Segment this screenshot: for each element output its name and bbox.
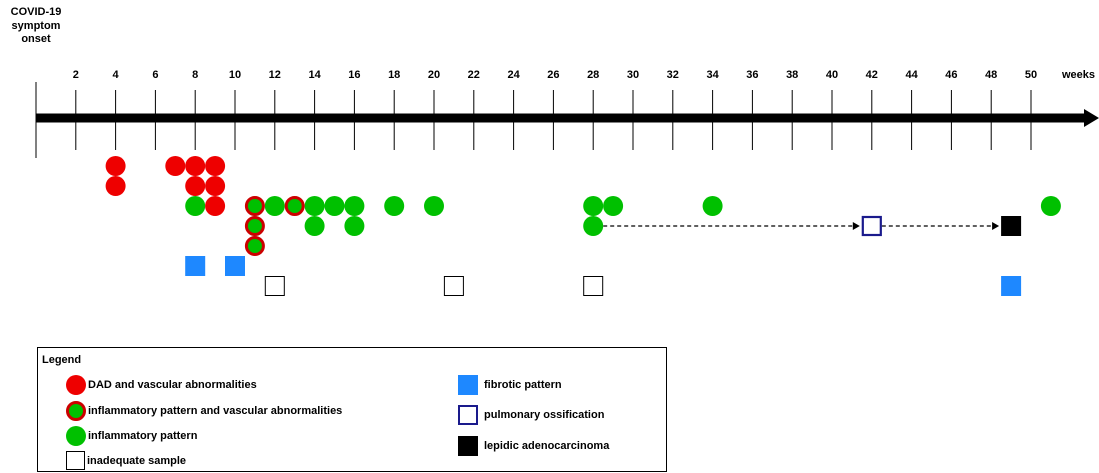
onset-label-line3: onset — [21, 33, 51, 45]
follow-up-arrows — [603, 222, 1000, 230]
case-markers — [105, 156, 1061, 296]
inflammatory-vascular-marker — [244, 236, 265, 256]
inadequate-marker — [583, 276, 604, 296]
dad-marker — [205, 176, 226, 196]
dad-marker — [185, 176, 206, 196]
red-circle-icon — [66, 375, 86, 395]
legend-title: Legend — [42, 354, 82, 366]
empty-square-icon — [66, 451, 85, 470]
timeline-arrowhead — [1084, 109, 1099, 127]
inflammatory-marker — [424, 196, 444, 216]
navy-outline-square-icon — [458, 405, 478, 425]
dad-marker — [105, 176, 126, 196]
legend-label-ossification: pulmonary ossification — [484, 409, 605, 421]
timeline-diagram: 2 4 6 8 10 12 14 16 18 20 22 24 26 28 30 32 34 36 38 40 42 44… — [35, 69, 1099, 296]
tick-label: 10 — [229, 69, 241, 81]
dad-marker — [105, 156, 126, 176]
covid-onset-label: COVID-19 symptom onset — [4, 6, 68, 47]
inflammatory-marker — [583, 216, 604, 236]
inflammatory-marker — [603, 196, 624, 216]
follow-up-arrowhead — [992, 222, 1000, 230]
ossification-marker — [861, 215, 882, 237]
adenocarcinoma-marker — [1001, 216, 1022, 236]
inflammatory-vascular-marker — [284, 196, 305, 216]
tick-label: 30 — [627, 69, 639, 81]
fibrotic-marker — [1001, 276, 1022, 296]
tick-label: 8 — [192, 69, 198, 81]
inflammatory-vascular-marker — [244, 216, 265, 236]
legend-label-dad: DAD and vascular abnormalities — [88, 379, 257, 391]
tick-label: 14 — [308, 69, 321, 81]
tick-label: 12 — [269, 69, 281, 81]
tick-label: 24 — [507, 69, 520, 81]
tick-label: 36 — [746, 69, 758, 81]
tick-label: 34 — [706, 69, 719, 81]
tick-label: 50 — [1025, 69, 1037, 81]
dad-marker — [205, 156, 226, 176]
green-circle-icon — [66, 426, 86, 446]
axis-unit-label: weeks — [1061, 69, 1095, 81]
blue-square-icon — [458, 375, 478, 395]
inflammatory-marker — [344, 196, 365, 216]
tick-label: 38 — [786, 69, 798, 81]
tick-label: 26 — [547, 69, 559, 81]
inflammatory-marker — [304, 216, 325, 236]
legend-label-adenocarcinoma: lepidic adenocarcinoma — [484, 440, 610, 452]
tick-label: 6 — [152, 69, 158, 81]
legend-item-inflammatory: inflammatory pattern — [66, 426, 197, 446]
tick-label: 20 — [428, 69, 440, 81]
legend-label-inflammatory-vascular: inflammatory pattern and vascular abnorm… — [88, 405, 343, 417]
tick-label: 28 — [587, 69, 599, 81]
dad-marker — [165, 156, 186, 176]
follow-up-arrowhead — [852, 222, 860, 230]
legend-item-fibrotic: fibrotic pattern — [458, 375, 562, 395]
dad-marker — [185, 156, 206, 176]
dad-marker — [205, 196, 226, 216]
tick-label: 40 — [826, 69, 838, 81]
inadequate-marker — [443, 276, 464, 296]
inflammatory-marker — [264, 196, 285, 216]
tick-label: 42 — [866, 69, 878, 81]
legend-label-inadequate: inadequate sample — [87, 454, 187, 467]
timeline-axis: 2 4 6 8 10 12 14 16 18 20 22 24 26 28 30 32 34 36 38 40 42 44… — [35, 69, 1099, 158]
legend-item-adenocarcinoma: lepidic adenocarcinoma — [458, 436, 609, 456]
inflammatory-marker — [1040, 196, 1061, 216]
fibrotic-marker — [185, 256, 206, 276]
inflammatory-marker — [702, 196, 723, 216]
tick-label: 2 — [73, 69, 79, 81]
legend-box: Legend DAD and vascular abnormalities in… — [37, 347, 667, 472]
tick-label: 16 — [348, 69, 360, 81]
green-circle-red-ring-icon — [66, 401, 86, 421]
legend-item-ossification: pulmonary ossification — [458, 405, 604, 425]
legend-label-fibrotic: fibrotic pattern — [484, 379, 562, 391]
inflammatory-marker — [344, 216, 365, 236]
tick-label: 48 — [985, 69, 997, 81]
tick-label: 18 — [388, 69, 400, 81]
onset-label-line2: symptom — [11, 19, 61, 32]
legend-label-inflammatory: inflammatory pattern — [88, 430, 198, 442]
tick-label: 46 — [945, 69, 957, 81]
inflammatory-marker — [384, 196, 405, 216]
tick-label: 44 — [905, 69, 918, 81]
legend-item-inflammatory-vascular: inflammatory pattern and vascular abnorm… — [66, 401, 342, 421]
legend-item-inadequate: inadequate sample — [66, 451, 186, 470]
black-square-icon — [458, 436, 478, 456]
inflammatory-vascular-marker — [244, 196, 265, 216]
tick-label: 32 — [667, 69, 679, 81]
fibrotic-marker — [225, 256, 245, 276]
inadequate-marker — [264, 276, 285, 296]
onset-label-line1: COVID-19 — [10, 6, 62, 18]
inflammatory-marker — [185, 196, 206, 216]
inflammatory-marker — [324, 196, 345, 216]
inflammatory-marker — [304, 196, 325, 216]
inflammatory-marker — [583, 196, 604, 216]
tick-label: 22 — [468, 69, 480, 81]
legend-item-dad: DAD and vascular abnormalities — [66, 375, 257, 395]
tick-label: 4 — [113, 69, 120, 81]
